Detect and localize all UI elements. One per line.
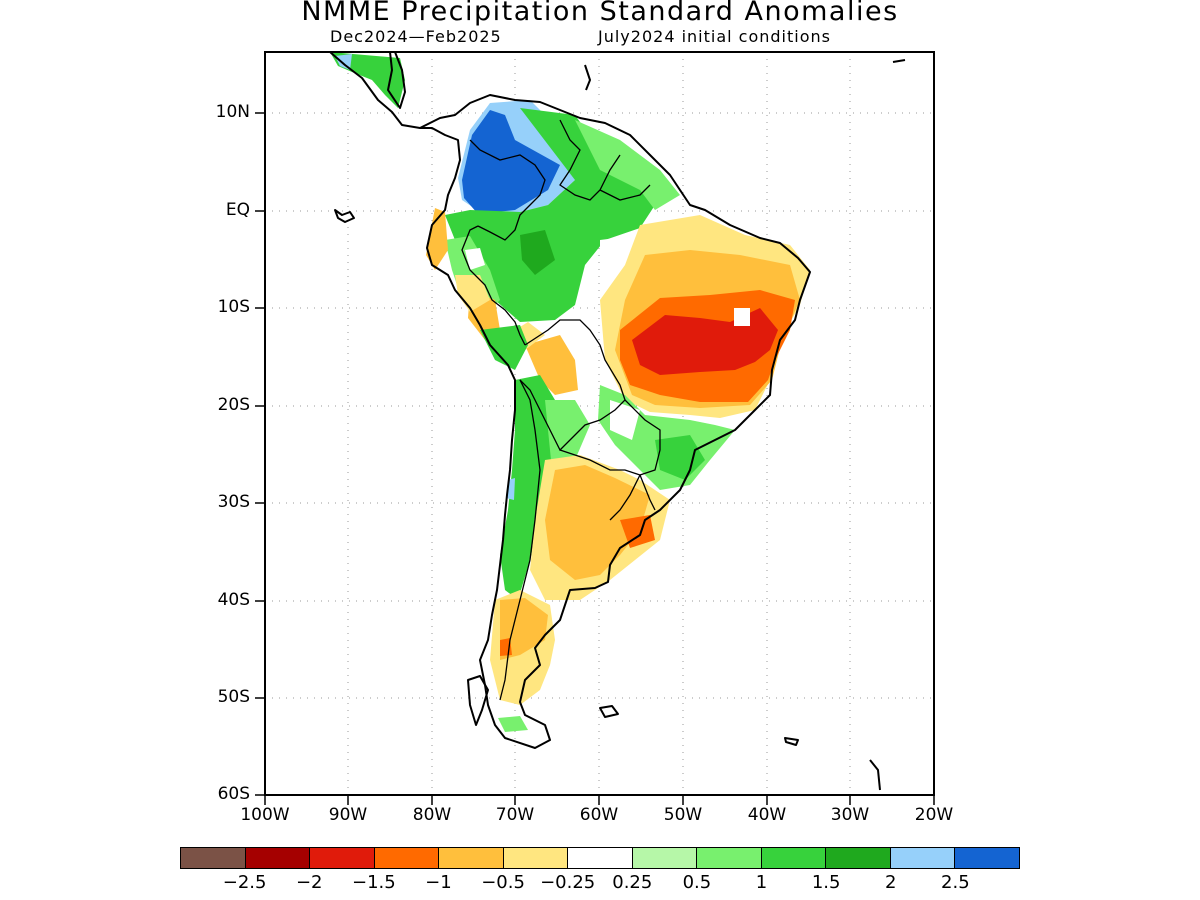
colorbar-label: 0.25 bbox=[612, 872, 653, 893]
colorbar-swatch bbox=[761, 848, 827, 868]
colorbar-label: 1.5 bbox=[811, 872, 841, 893]
x-tick-label: 80W bbox=[412, 805, 452, 825]
colorbar-swatch bbox=[632, 848, 698, 868]
patagonia-orange-anomaly bbox=[500, 598, 548, 660]
colorbar-swatch bbox=[503, 848, 569, 868]
colorbar-label: 0.5 bbox=[682, 872, 712, 893]
country-borders bbox=[461, 119, 661, 701]
x-tick-label: 60W bbox=[579, 805, 619, 825]
x-tick-label: 30W bbox=[830, 805, 870, 825]
x-tick-label: 50W bbox=[663, 805, 703, 825]
argentina-orange-anomaly bbox=[545, 465, 650, 580]
colorbar-swatch bbox=[245, 848, 311, 868]
colorbar-swatch bbox=[890, 848, 956, 868]
y-tick-label: 10N bbox=[215, 102, 250, 122]
ecuador-coast-orange bbox=[426, 208, 448, 270]
colorbar-swatch bbox=[955, 848, 1019, 868]
colorbar-swatch bbox=[374, 848, 440, 868]
colorbar-label: 1 bbox=[755, 872, 768, 893]
colorbar-label: 2.5 bbox=[941, 872, 970, 893]
y-tick-label: 10S bbox=[217, 297, 250, 317]
axis-ticks bbox=[255, 112, 935, 805]
colorbar-label: −2 bbox=[295, 872, 323, 893]
precipitation-anomaly-map bbox=[255, 51, 935, 805]
colorbar-label: −0.5 bbox=[481, 872, 525, 893]
colorbar-label: −2.5 bbox=[222, 872, 267, 893]
coastlines bbox=[329, 52, 906, 791]
x-tick-label: 70W bbox=[495, 805, 535, 825]
x-tick-label: 20W bbox=[914, 805, 954, 825]
colorbar-swatch bbox=[697, 848, 762, 868]
y-tick-label: EQ bbox=[225, 200, 250, 220]
andes-green-anomaly bbox=[500, 375, 560, 600]
colorbar-label: 2 bbox=[885, 872, 897, 893]
ne-brazil-missing-data bbox=[734, 308, 750, 326]
subtitle-initial-conditions: July2024 initial conditions bbox=[598, 27, 831, 46]
chart-subtitle: Dec2024—Feb2025 July2024 initial conditi… bbox=[0, 27, 1200, 49]
colorbar-label: −1.5 bbox=[351, 872, 396, 893]
colorbar-swatch bbox=[181, 848, 246, 868]
colorbar-label: −1 bbox=[425, 872, 452, 893]
colorbar-label: −0.25 bbox=[540, 872, 596, 893]
x-tick-label: 40W bbox=[747, 805, 787, 825]
y-tick-label: 30S bbox=[217, 492, 250, 512]
colombia-dark-blue-anomaly bbox=[462, 110, 560, 214]
chart-title: NMME Precipitation Standard Anomalies bbox=[301, 0, 899, 27]
y-tick-label: 20S bbox=[217, 395, 250, 415]
colorbar-swatch bbox=[568, 848, 633, 868]
colorbar-swatch bbox=[826, 848, 891, 868]
y-tick-label: 40S bbox=[217, 590, 250, 610]
x-tick-label: 100W bbox=[240, 805, 290, 825]
colorbar-swatch bbox=[439, 848, 504, 868]
subtitle-period: Dec2024—Feb2025 bbox=[330, 27, 502, 46]
colorbar-swatch bbox=[310, 848, 375, 868]
anomaly-fields bbox=[330, 52, 810, 732]
colorbar-legend bbox=[180, 847, 1020, 869]
y-tick-label: 60S bbox=[217, 784, 250, 804]
y-tick-label: 50S bbox=[217, 687, 250, 707]
x-tick-label: 90W bbox=[328, 805, 368, 825]
bolivia-orange-anomaly bbox=[525, 335, 578, 395]
